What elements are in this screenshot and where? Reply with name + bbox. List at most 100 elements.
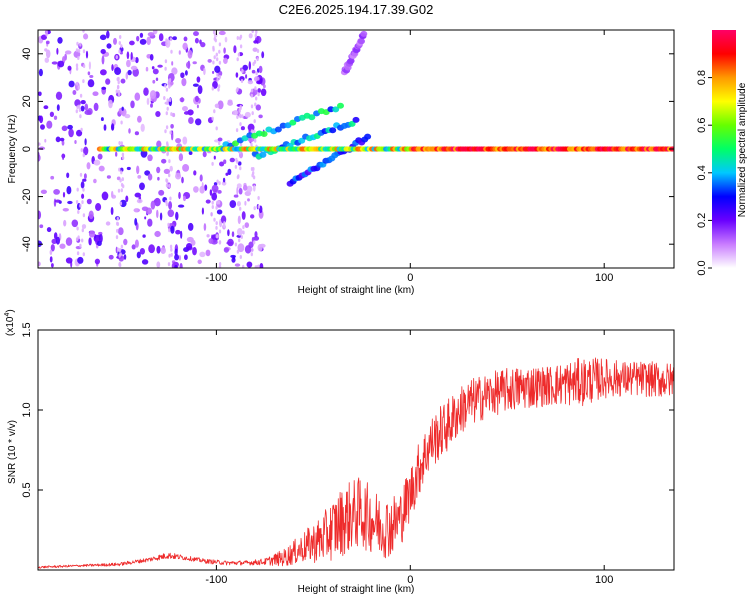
streak-blob [240, 79, 244, 83]
noise-blob [175, 172, 182, 180]
streak-blob [212, 30, 216, 35]
noise-blob [71, 219, 79, 228]
noise-blob [97, 153, 103, 160]
streak-blob [250, 252, 253, 257]
streak-blob [169, 37, 173, 42]
streak-blob [216, 200, 219, 205]
snr-panel: -100 0 100 0.5 1.0 1.5 Height of straight li… [4, 309, 675, 595]
streak-blob [120, 244, 124, 249]
streak-blob [118, 167, 121, 172]
noise-blob [101, 55, 105, 65]
noise-blob [148, 244, 155, 254]
streak-blob [255, 71, 258, 76]
streak-blob [212, 60, 215, 65]
noise-blob [101, 86, 107, 90]
streak-blob [216, 179, 219, 184]
streak-blob [163, 96, 166, 100]
noise-blob [84, 109, 92, 116]
snr-scale-label: (x10 [5, 316, 16, 336]
noise-blob [105, 78, 111, 85]
noise-blob [236, 201, 241, 207]
x-tick-label: 100 [595, 574, 613, 586]
streak-blob [165, 87, 169, 92]
branch-blob [348, 120, 356, 127]
noise-blob [119, 199, 127, 208]
streak-blob [76, 251, 80, 256]
colorbar-tick-label: 0.6 [696, 118, 708, 133]
streak-blob [165, 125, 169, 130]
noise-blob [63, 219, 67, 227]
noise-blob [203, 67, 206, 76]
streak-blob [252, 171, 255, 175]
noise-blob [239, 76, 245, 82]
noise-blob [134, 92, 141, 101]
noise-blob [115, 246, 118, 254]
noise-blob [178, 191, 181, 200]
streak-blob [79, 93, 83, 98]
noise-blob [65, 257, 73, 264]
noise-blob [49, 111, 55, 118]
noise-blob [93, 159, 101, 166]
streak-blob [257, 204, 260, 209]
noise-blob [212, 80, 218, 89]
streak-blob [218, 240, 222, 245]
noise-blob [204, 184, 208, 191]
noise-blob [244, 111, 251, 118]
noise-blob [244, 200, 247, 206]
noise-blob [193, 170, 197, 176]
streak-blob [256, 57, 259, 62]
noise-blob [147, 32, 155, 37]
x-tick-label: 0 [407, 574, 413, 586]
noise-blob [187, 49, 193, 59]
noise-blob [160, 246, 166, 255]
noise-blob [123, 238, 128, 246]
streak-blob [234, 164, 238, 169]
noise-blob [170, 123, 174, 129]
noise-blob [209, 189, 213, 196]
noise-blob [110, 206, 114, 216]
streak-blob [118, 262, 121, 267]
streak-blob [76, 226, 79, 231]
streak-blob [253, 129, 256, 134]
streak-blob [165, 183, 169, 188]
noise-blob [253, 76, 260, 82]
noise-blob [197, 85, 203, 95]
streak-blob [118, 248, 122, 252]
noise-blob [88, 210, 94, 220]
noise-blob [83, 33, 89, 40]
noise-blob [121, 106, 124, 111]
streak-blob [257, 92, 260, 97]
noise-blob [155, 77, 159, 82]
noise-blob [246, 261, 253, 268]
noise-blob [57, 60, 65, 68]
noise-blob [252, 184, 256, 192]
noise-blob [150, 200, 156, 210]
streak-blob [77, 56, 80, 60]
noise-blob [187, 109, 194, 116]
streak-blob [218, 262, 222, 266]
streak-blob [168, 84, 171, 89]
streak-blob [80, 148, 84, 153]
noise-blob [227, 238, 234, 247]
streak-blob [76, 81, 79, 86]
streak-blob [116, 228, 119, 233]
spectrogram-marks [38, 30, 674, 268]
streak-blob [257, 196, 260, 200]
streak-blob [251, 111, 254, 116]
noise-blob [128, 128, 131, 134]
snr-y-label: SNR (10 * v/v) [7, 420, 18, 484]
streak-blob [79, 42, 82, 47]
noise-blob [140, 123, 145, 132]
y-tick-label: 20 [21, 95, 33, 107]
streak-blob [121, 155, 125, 160]
streak-blob [120, 141, 124, 146]
noise-blob [62, 191, 66, 198]
noise-blob [227, 168, 232, 176]
noise-blob [222, 177, 226, 183]
streak-blob [120, 188, 124, 193]
noise-blob [252, 47, 258, 52]
noise-blob [232, 110, 239, 116]
noise-blob [223, 47, 226, 54]
noise-blob [84, 138, 87, 146]
